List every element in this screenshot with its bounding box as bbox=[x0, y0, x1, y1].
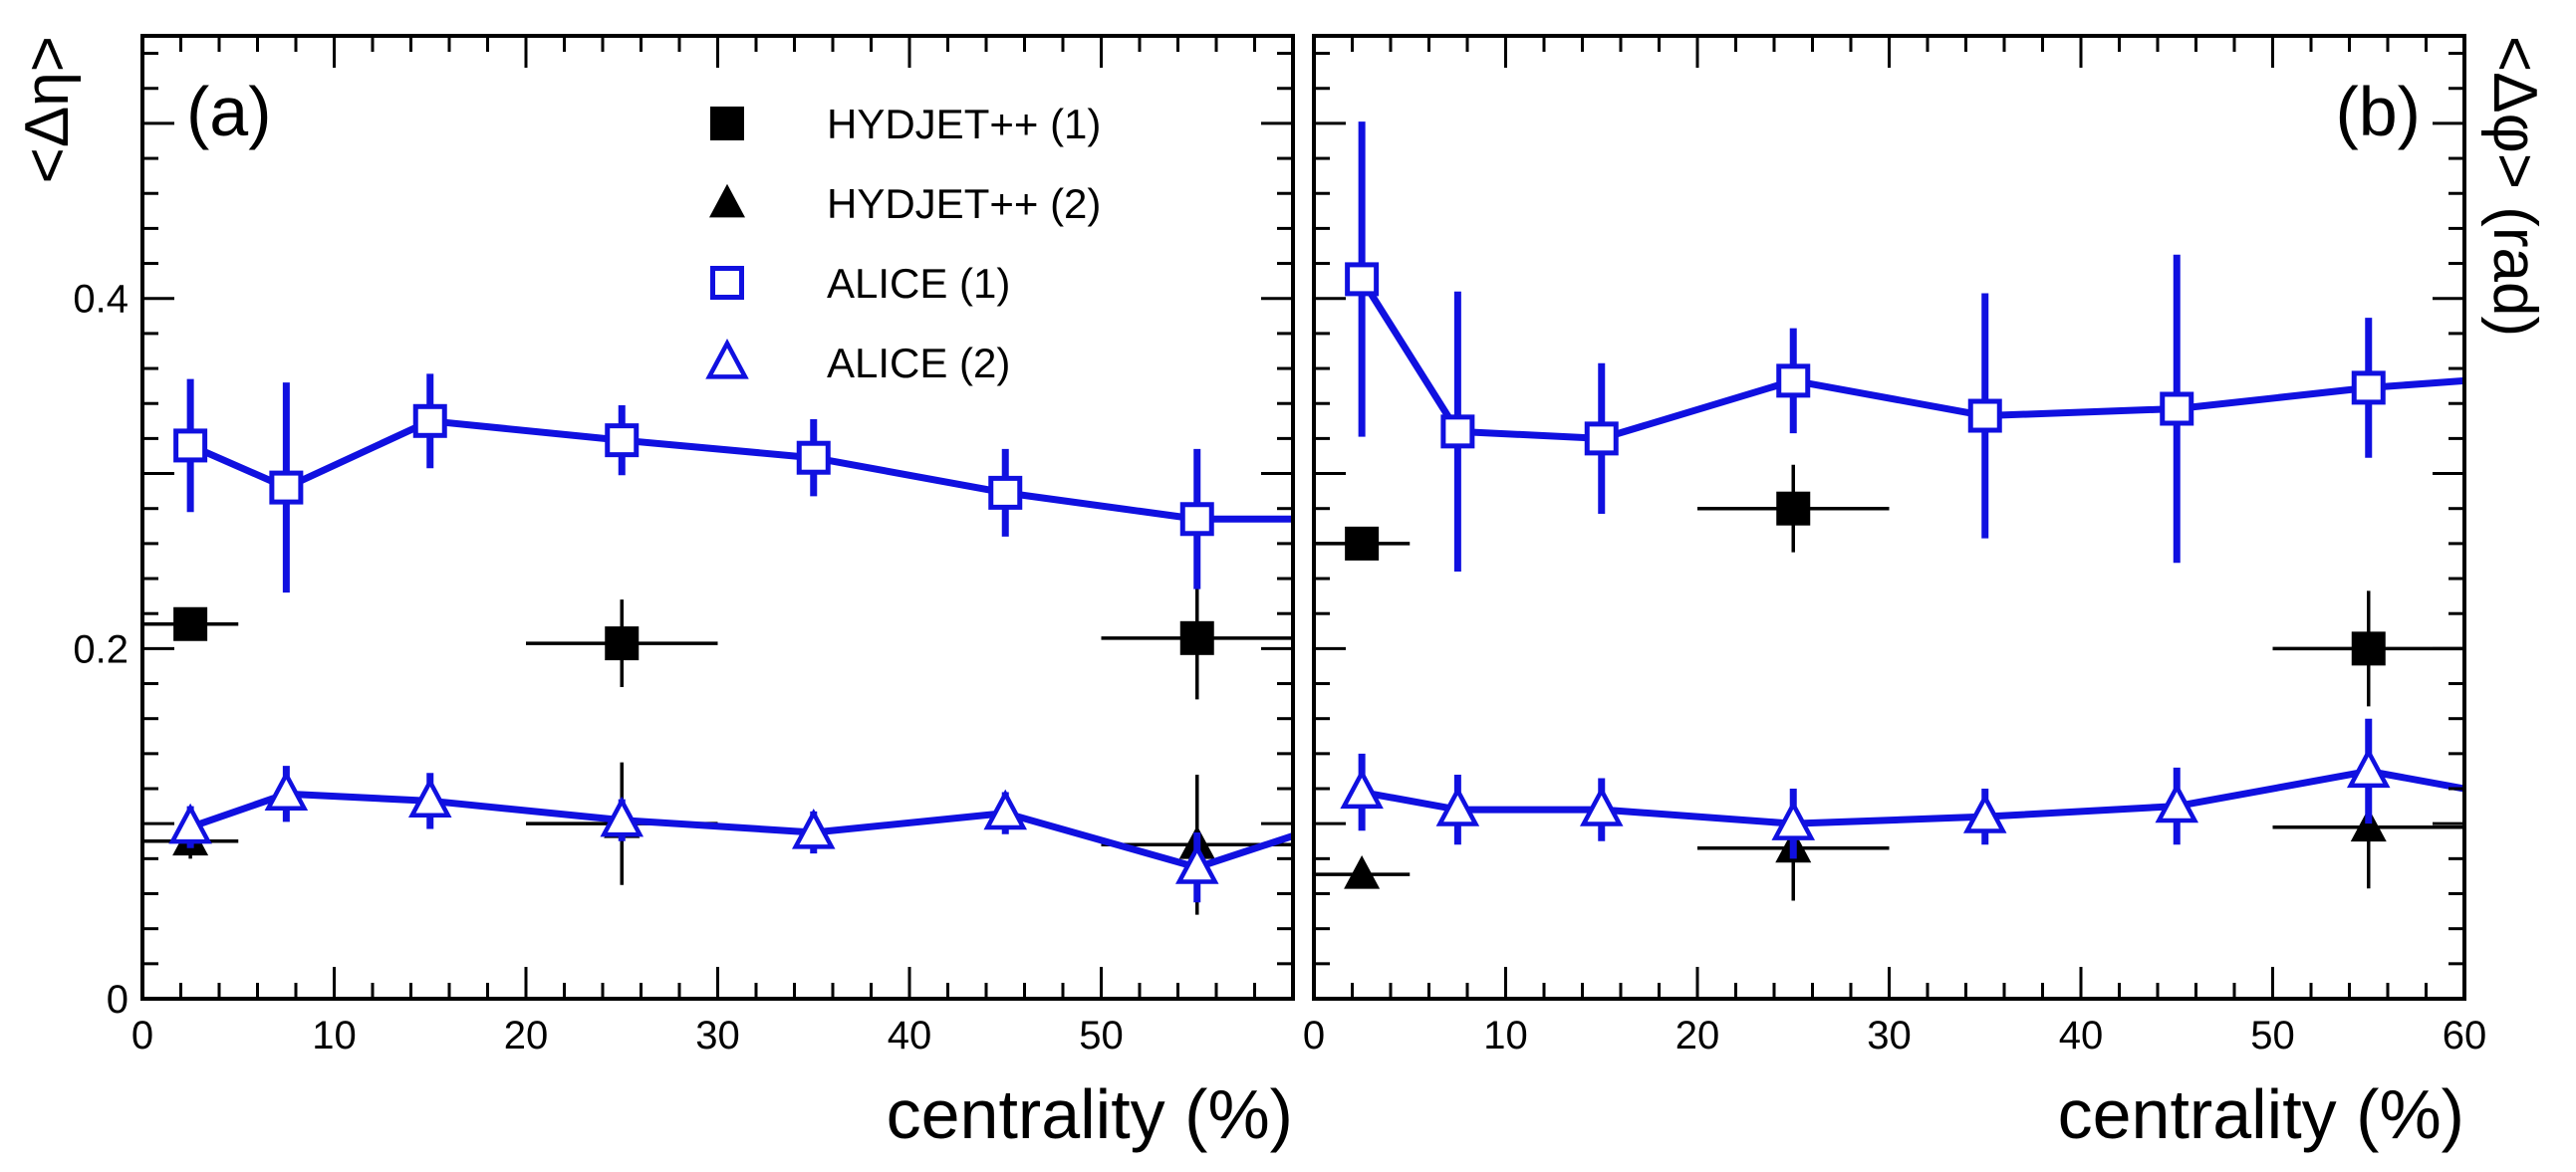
x-tick-label: 30 bbox=[1867, 1014, 1912, 1057]
x-tick-label: 10 bbox=[1483, 1014, 1528, 1057]
panel-b-label: (b) bbox=[2335, 73, 2421, 150]
series-line bbox=[1361, 767, 2465, 827]
x-tick-label: 60 bbox=[2443, 1014, 2487, 1057]
data-point bbox=[1440, 414, 1475, 449]
data-point bbox=[1776, 491, 1811, 526]
data-point bbox=[1340, 768, 1384, 810]
data-point bbox=[796, 440, 831, 475]
panel-b: 0 10 20 30 40 50 60 (b) centrality (%) <Δφ> (r… bbox=[1303, 34, 2549, 1153]
y-tick-label: 0.2 bbox=[73, 627, 129, 671]
series-line bbox=[188, 790, 1295, 871]
x-tick-label: 30 bbox=[695, 1014, 740, 1057]
data-point bbox=[173, 428, 208, 463]
x-tick-label: 50 bbox=[1079, 1014, 1124, 1057]
data-point bbox=[1174, 843, 1219, 884]
series-line bbox=[188, 417, 1293, 523]
data-point bbox=[1962, 793, 2007, 833]
data-point bbox=[600, 796, 644, 837]
panel-a-y-axis-label: <Δη> bbox=[13, 36, 82, 183]
x-tick-label: 20 bbox=[1675, 1014, 1720, 1057]
data-point bbox=[2350, 808, 2387, 842]
data-point bbox=[1435, 786, 1480, 826]
x-tick-label: 50 bbox=[2250, 1014, 2295, 1057]
legend-marker bbox=[705, 339, 749, 379]
panel-a-label: (a) bbox=[186, 73, 272, 150]
data-point bbox=[605, 423, 640, 458]
x-tick-label: 0 bbox=[131, 1014, 153, 1057]
data-point bbox=[988, 475, 1023, 510]
legend-label: ALICE (1) bbox=[827, 260, 1010, 307]
legend-marker bbox=[710, 107, 744, 140]
data-point bbox=[2351, 370, 2386, 405]
legend-label: HYDJET++ (1) bbox=[827, 101, 1101, 147]
panel-b-y-axis-label: <Δφ> (rad) bbox=[2480, 36, 2549, 337]
panel-a-marks bbox=[142, 373, 1295, 915]
data-point bbox=[1345, 526, 1380, 561]
data-point bbox=[1344, 854, 1381, 889]
data-point bbox=[1345, 262, 1380, 297]
data-point bbox=[269, 470, 304, 505]
y-tick-label: 0.4 bbox=[73, 278, 129, 322]
data-point bbox=[1179, 620, 1214, 655]
data-point bbox=[2160, 391, 2194, 426]
data-point bbox=[1179, 502, 1214, 537]
legend-marker bbox=[709, 183, 745, 218]
data-point bbox=[2351, 631, 2386, 666]
data-point bbox=[983, 789, 1028, 830]
x-tick-label: 10 bbox=[312, 1014, 357, 1057]
x-tick-label: 20 bbox=[504, 1014, 549, 1057]
y-tick-label: 0 bbox=[107, 978, 129, 1022]
data-point bbox=[605, 626, 640, 661]
data-point bbox=[2155, 782, 2199, 823]
legend: HYDJET++ (1) HYDJET++ (2) ALICE (1) ALICE (… bbox=[705, 101, 1101, 386]
legend-marker bbox=[710, 266, 744, 300]
legend-label: ALICE (2) bbox=[827, 340, 1010, 386]
data-point bbox=[791, 809, 836, 849]
data-point bbox=[173, 606, 208, 641]
data-point bbox=[1771, 800, 1816, 840]
panel-b-ticks: 0 10 20 30 40 50 60 bbox=[1303, 36, 2486, 1057]
legend-label: HYDJET++ (2) bbox=[827, 180, 1101, 227]
data-point bbox=[264, 770, 309, 811]
panel-a: 0 10 20 30 40 50 0 0.2 0.4 (a) centrality (%) <Δ… bbox=[13, 34, 1295, 1153]
data-point bbox=[1579, 786, 1624, 826]
data-point bbox=[407, 777, 452, 818]
panel-b-marks bbox=[1314, 121, 2465, 901]
data-point bbox=[1584, 421, 1619, 456]
data-point bbox=[412, 403, 447, 438]
data-point bbox=[168, 803, 212, 844]
x-tick-label: 40 bbox=[2059, 1014, 2104, 1057]
series-line bbox=[1359, 277, 2465, 442]
panel-a-ticks: 0 10 20 30 40 50 0 0.2 0.4 bbox=[73, 36, 1295, 1057]
data-point bbox=[1776, 363, 1811, 398]
data-point bbox=[2346, 747, 2391, 789]
panel-a-x-axis-label: centrality (%) bbox=[887, 1075, 1293, 1153]
panel-b-x-axis-label: centrality (%) bbox=[2058, 1075, 2464, 1153]
x-tick-label: 0 bbox=[1303, 1014, 1325, 1057]
x-tick-label: 40 bbox=[888, 1014, 932, 1057]
data-point bbox=[1967, 398, 2002, 433]
